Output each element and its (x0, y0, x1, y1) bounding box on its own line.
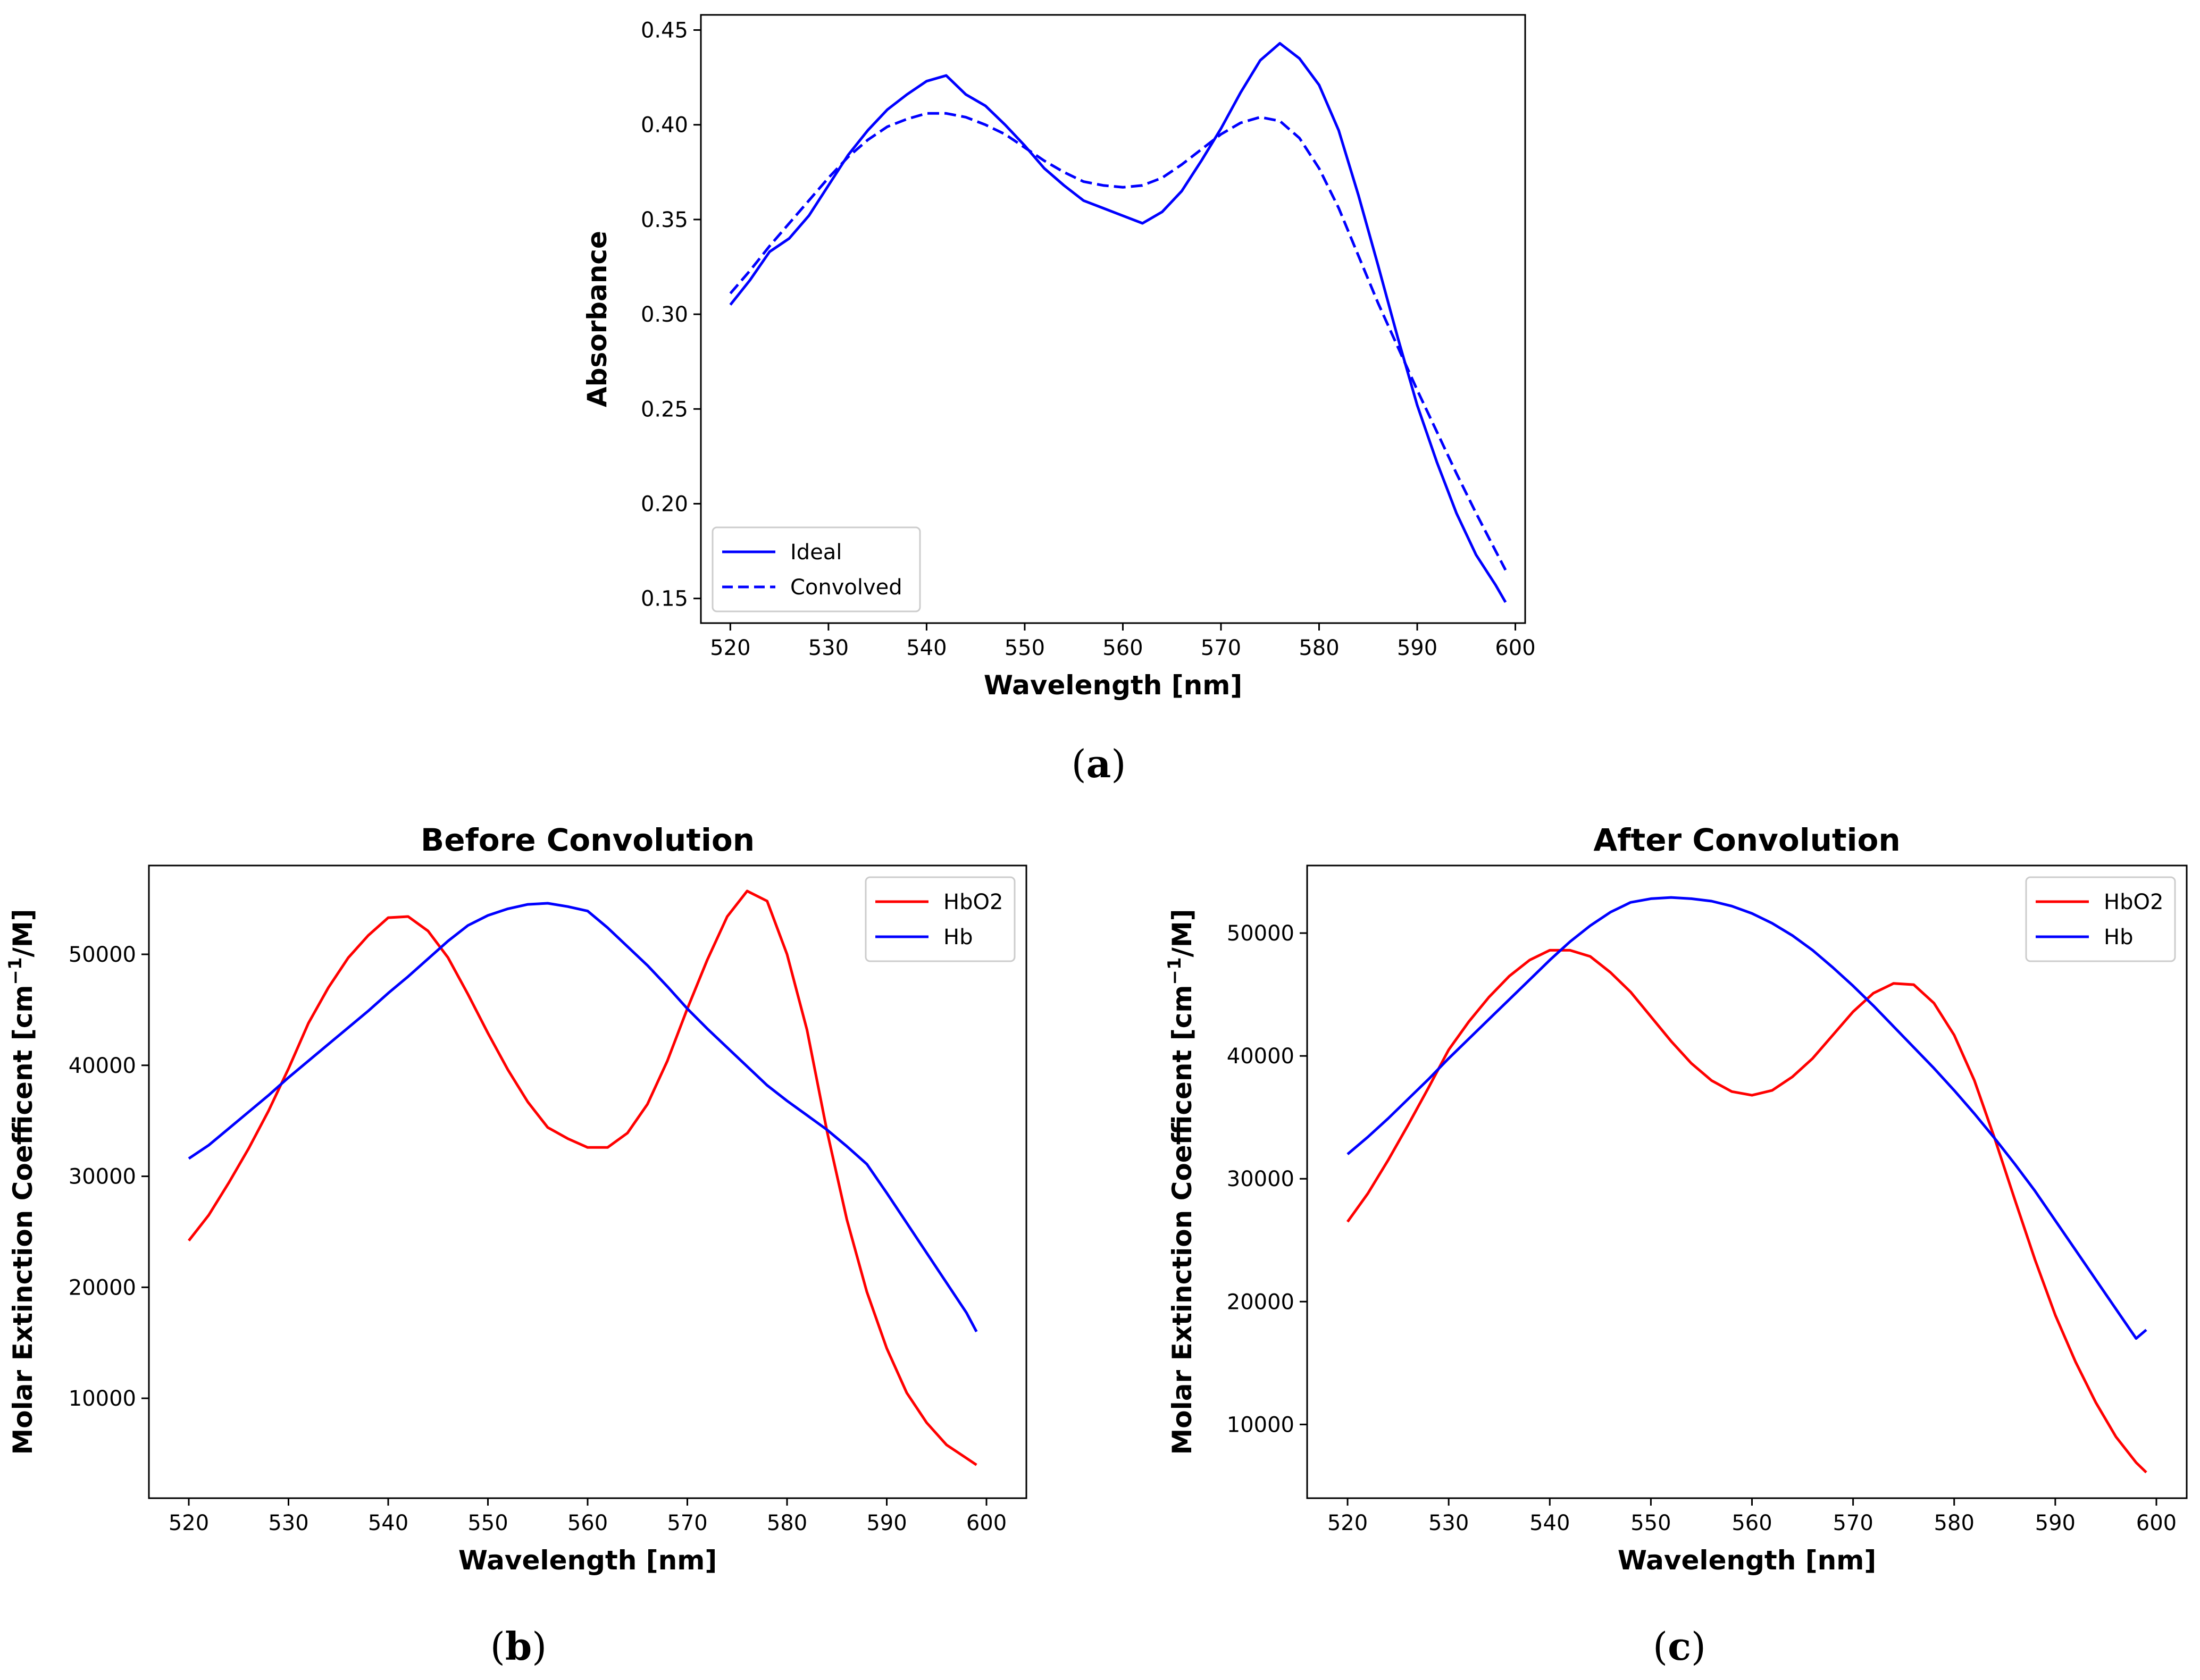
panel-a-y-tick-label: 0.20 (641, 492, 688, 516)
panel-c-x-tick-label: 560 (1731, 1511, 1772, 1535)
panel-c-x-axis-label: Wavelength [nm] (1618, 1545, 1876, 1576)
panel-b-y-tick-label: 10000 (69, 1387, 136, 1411)
panel-b-x-tick-label: 600 (966, 1511, 1007, 1535)
panel-c-chart-title: After Convolution (1593, 822, 1900, 858)
panel-a-legend-label-convolved: Convolved (790, 575, 902, 600)
panel-c-legend-label-hbo2: HbO2 (2104, 890, 2163, 914)
panel-c-y-tick-label: 40000 (1227, 1044, 1294, 1069)
panel-a-x-tick-label: 520 (710, 636, 750, 660)
panel-b-x-axis-label: Wavelength [nm] (458, 1545, 717, 1576)
panel-c-x-tick-label: 600 (2136, 1511, 2177, 1535)
panel-c-x-tick-label: 550 (1630, 1511, 1671, 1535)
panel-b-legend-label-hb: Hb (943, 925, 973, 950)
panel-b-x-tick-label: 560 (567, 1511, 608, 1535)
panel-c-plot-frame (1306, 864, 2188, 1499)
panel-b-caption: (b) (490, 1624, 547, 1669)
panel-a-x-tick-label: 570 (1201, 636, 1241, 660)
panel-c-x-tick-label: 580 (1934, 1511, 1975, 1535)
panel-a-x-tick-label: 560 (1102, 636, 1143, 660)
panel-b-legend-label-hbo2: HbO2 (943, 890, 1003, 914)
panel-b-y-tick-label: 20000 (69, 1275, 136, 1300)
panel-b-before-convolution-chart: 520 530 540 550 560 570 580 590 600 10000 20000 300… (5, 822, 1027, 1576)
panel-a-y-tick-label: 0.25 (641, 397, 688, 422)
panel-a-series-line-convolved (729, 112, 1507, 571)
panel-c-x-tick-label: 530 (1428, 1511, 1469, 1535)
panel-b-legend-box (865, 876, 1016, 962)
panel-c-x-tick-label: 540 (1529, 1511, 1570, 1535)
panel-c-y-tick-label: 20000 (1227, 1290, 1294, 1314)
panel-c-y-tick-label: 50000 (1227, 921, 1294, 946)
panel-b-y-tick-label: 50000 (69, 943, 136, 967)
panel-a-legend: Ideal Convolved (712, 526, 921, 612)
panel-c-x-tick-label: 570 (1833, 1511, 1873, 1535)
panel-a-series-line-ideal (729, 42, 1507, 603)
panel-b-y-tick-label: 40000 (69, 1054, 136, 1078)
panel-b-x-tick-label: 590 (866, 1511, 907, 1535)
panel-a-plot-frame (700, 14, 1526, 624)
panel-a-x-axis-label: Wavelength [nm] (984, 670, 1242, 701)
panel-c-caption-letter: c (1668, 1624, 1691, 1669)
panel-b-y-axis-label: Molar Extinction Coefficent [cm−1/M] (5, 909, 38, 1455)
panel-a-y-tick-label: 0.35 (641, 208, 688, 232)
panel-b-chart-title: Before Convolution (421, 822, 755, 858)
panel-a-y-tick-label: 0.30 (641, 303, 688, 327)
panel-a-y-axis-label: Absorbance (582, 231, 613, 407)
panel-a-x-tick-label: 600 (1495, 636, 1535, 660)
panel-c-legend-box (2025, 876, 2176, 962)
panel-c-after-convolution-chart: 520 530 540 550 560 570 580 590 600 10000 20000 300… (1164, 822, 2188, 1576)
panel-b-x-tick-label: 570 (667, 1511, 707, 1535)
panel-c-x-tick-label: 590 (2035, 1511, 2076, 1535)
panel-c-x-tick-label: 520 (1327, 1511, 1368, 1535)
panel-c-series-line-hbo2 (1346, 948, 2147, 1474)
panel-c-y-tick-label: 10000 (1227, 1413, 1294, 1437)
panel-a-x-tick-label: 530 (808, 636, 849, 660)
panel-c-y-tick-label: 30000 (1227, 1167, 1294, 1191)
panel-b-y-tick-label: 30000 (69, 1165, 136, 1189)
panel-b-series-line-hb (188, 902, 978, 1332)
panel-a-legend-box (712, 526, 921, 612)
panel-a-x-tick-label: 550 (1005, 636, 1045, 660)
panel-c-caption: (c) (1653, 1624, 1706, 1669)
panel-c-series-line-hb (1346, 896, 2147, 1340)
panel-a-y-tick-label: 0.15 (641, 587, 688, 611)
panel-b-x-tick-label: 550 (467, 1511, 508, 1535)
panel-a-x-tick-label: 590 (1397, 636, 1437, 660)
panel-c-legend-label-hb: Hb (2104, 925, 2133, 950)
panel-b-x-tick-label: 530 (268, 1511, 308, 1535)
panel-b-x-tick-label: 540 (368, 1511, 408, 1535)
panel-a-caption: (a) (1072, 741, 1126, 786)
panel-a-y-tick-label: 0.40 (641, 113, 688, 138)
panel-c-legend: HbO2 Hb (2025, 876, 2176, 962)
panel-b-x-tick-label: 580 (767, 1511, 807, 1535)
panel-a-legend-label-ideal: Ideal (790, 540, 842, 565)
panel-b-x-tick-label: 520 (169, 1511, 209, 1535)
panel-b-caption-letter: b (505, 1624, 532, 1669)
panel-a-x-tick-label: 580 (1299, 636, 1339, 660)
panel-b-legend: HbO2 Hb (865, 876, 1016, 962)
panel-a-caption-letter: a (1086, 741, 1111, 786)
panel-a-x-tick-label: 540 (906, 636, 947, 660)
panel-a-absorbance-chart: 520 530 540 550 560 570 580 590 600 0.15 0.20 0.25 0… (582, 14, 1536, 701)
panel-b-series-line-hbo2 (188, 889, 977, 1466)
panel-c-y-axis-label: Molar Extinction Coefficent [cm−1/M] (1164, 909, 1198, 1455)
panel-a-y-tick-label: 0.45 (641, 19, 688, 43)
